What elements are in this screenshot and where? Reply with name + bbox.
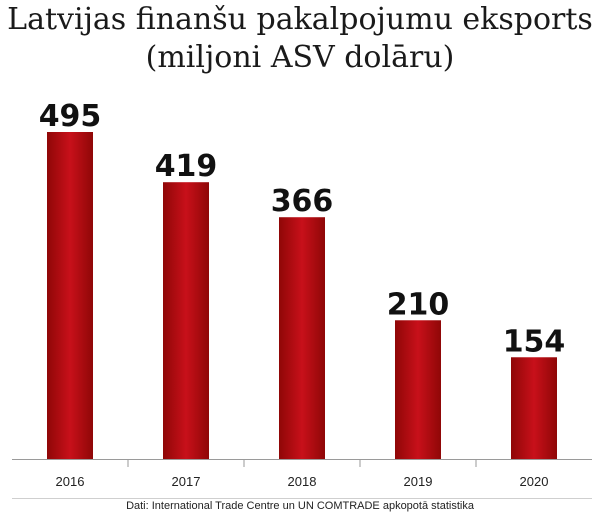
x-tick-label-2017: 2017 — [172, 474, 201, 489]
bar-series — [47, 132, 557, 459]
value-label-2020: 154 — [503, 324, 566, 359]
bar-2019 — [395, 320, 441, 459]
x-tick-label-2018: 2018 — [288, 474, 317, 489]
x-tick-label-2016: 2016 — [56, 474, 85, 489]
bar-2016 — [47, 132, 93, 459]
x-axis-ticks: 2016 2017 2018 2019 2020 — [56, 459, 549, 489]
value-label-2016: 495 — [39, 99, 102, 134]
bar-chart: 495 419 366 210 154 2016 2017 2018 2019 2020 — [12, 99, 592, 499]
chart-subtitle: (miljoni ASV dolāru) — [145, 40, 455, 75]
value-label-2018: 366 — [271, 184, 334, 219]
bar-2018 — [279, 217, 325, 459]
source-note: Dati: International Trade Centre un UN C… — [126, 500, 474, 512]
value-label-2019: 210 — [387, 287, 450, 322]
chart-title: Latvijas finanšu pakalpojumu eksports — [7, 2, 593, 37]
value-labels: 495 419 366 210 154 — [39, 99, 566, 359]
bar-2017 — [163, 182, 209, 459]
x-tick-label-2020: 2020 — [520, 474, 549, 489]
bar-2020 — [511, 357, 557, 459]
value-label-2017: 419 — [155, 149, 218, 184]
x-tick-label-2019: 2019 — [404, 474, 433, 489]
